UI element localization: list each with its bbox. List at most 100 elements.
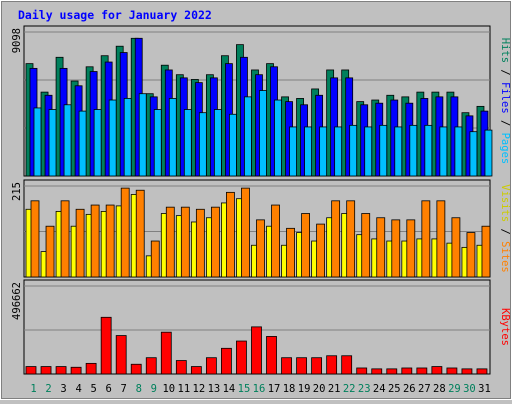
bar-pages-day-1 [33,107,42,177]
bar-pages-day-25 [394,126,403,177]
x-tick-day-21: 21 [328,383,341,395]
x-tick-day-30: 30 [463,383,476,395]
chart-panels: 9098 Hits / Files / Pages 215 Visits / Site… [11,25,511,375]
bar-pages-day-21 [334,126,343,177]
bar-kbytes-day-23 [356,367,368,375]
x-tick-day-3: 3 [60,383,66,395]
bar-pages-day-27 [424,124,433,177]
bar-pages-day-13 [213,109,222,177]
x-tick-day-31: 31 [478,383,491,395]
series-files [29,37,489,177]
bar-sites-day-26 [406,219,416,278]
bar-sites-day-9 [150,240,160,278]
bar-pages-day-20 [319,126,328,177]
bar-kbytes-day-2 [40,366,52,375]
series-hits [25,37,485,177]
bar-kbytes-day-4 [70,366,82,375]
bar-pages-day-18 [289,126,297,177]
bar-pages-day-7 [123,98,132,177]
panel-visits-sites: 215 Visits / Sites [11,179,511,278]
bar-sites-day-10 [165,206,175,278]
bar-pages-day-29 [454,126,463,177]
bar-kbytes-day-25 [386,368,398,375]
x-tick-day-22: 22 [343,383,356,395]
bar-pages-day-11 [183,109,192,177]
bar-pages-day-17 [274,99,282,177]
bar-kbytes-day-8 [130,363,142,375]
legend-separator: / [499,114,511,133]
legend-kbytes: KBytes [499,308,511,346]
bar-sites-day-18 [286,227,295,278]
x-tick-day-2: 2 [45,383,51,395]
x-tick-day-17: 17 [268,383,281,395]
bar-pages-day-8 [138,93,147,177]
bar-pages-day-3 [63,104,72,177]
x-tick-day-4: 4 [75,383,81,395]
bar-kbytes-day-18 [281,357,292,375]
bar-sites-day-2 [45,225,55,278]
bar-sites-day-12 [195,208,205,278]
bar-sites-day-13 [210,206,220,278]
bar-kbytes-day-24 [371,368,383,375]
bar-pages-day-16 [259,90,267,177]
x-tick-day-25: 25 [388,383,401,395]
bar-sites-day-4 [75,208,85,278]
bar-pages-day-6 [108,99,117,177]
x-tick-day-24: 24 [373,383,386,395]
bar-kbytes-day-1 [25,366,37,375]
bar-pages-day-30 [469,131,478,177]
x-tick-day-7: 7 [121,383,127,395]
panel-legend: Visits / Sites [499,184,511,273]
x-tick-day-12: 12 [193,383,206,395]
bar-kbytes-day-22 [341,355,353,375]
bar-pages-day-14 [229,113,237,177]
bar-sites-day-25 [391,219,401,278]
series-kbytes [25,316,488,375]
x-axis-labels: 1 2 3 4 5 6 7 8 9 10 11 12 13 14 15 16 17 18 19 20 21 22 23 24 2… [30,383,490,395]
bar-pages-day-9 [153,109,162,177]
bar-kbytes-day-19 [296,357,307,375]
panel-hits-files-pages: 9098 Hits / Files / Pages [11,25,511,177]
y-max-label: 496662 [11,282,23,320]
bar-sites-day-3 [60,200,70,278]
bar-kbytes-day-15 [236,340,247,375]
bar-sites-day-15 [241,187,250,278]
bar-kbytes-day-28 [431,366,443,375]
bar-sites-day-27 [421,200,431,278]
bar-kbytes-day-27 [416,367,428,375]
x-tick-day-27: 27 [418,383,431,395]
x-tick-day-6: 6 [106,383,112,395]
legend-visits: Visits [499,184,511,222]
bar-pages-day-24 [379,124,388,177]
bar-kbytes-day-7 [115,335,127,375]
bar-sites-day-14 [226,191,235,278]
bar-sites-day-11 [180,206,190,278]
legend-separator: / [499,63,511,82]
bar-kbytes-day-5 [85,362,97,375]
panel-legend: Hits / Files / Pages [499,38,511,164]
bar-kbytes-day-13 [205,357,217,375]
bar-pages-day-5 [93,109,102,177]
legend-hits: Hits [499,38,511,63]
series-visits [25,194,486,278]
bar-pages-day-28 [439,126,448,177]
bar-sites-day-5 [90,204,100,278]
bar-pages-day-19 [304,126,312,177]
bar-sites-day-7 [120,187,130,278]
bar-sites-day-8 [135,189,145,278]
y-max-label: 9098 [11,28,23,53]
bar-sites-day-31 [481,225,491,278]
bar-kbytes-day-30 [461,368,473,375]
panel-kbytes: 496662 KBytes [11,279,511,375]
bar-kbytes-day-11 [175,360,187,375]
bar-pages-day-12 [198,112,207,177]
bar-pages-day-23 [364,126,373,177]
bar-sites-day-28 [436,200,446,278]
bar-pages-day-31 [484,129,493,177]
bar-sites-day-24 [376,217,386,278]
x-tick-day-11: 11 [178,383,191,395]
x-tick-day-19: 19 [298,383,311,395]
bar-sites-day-23 [361,213,371,278]
